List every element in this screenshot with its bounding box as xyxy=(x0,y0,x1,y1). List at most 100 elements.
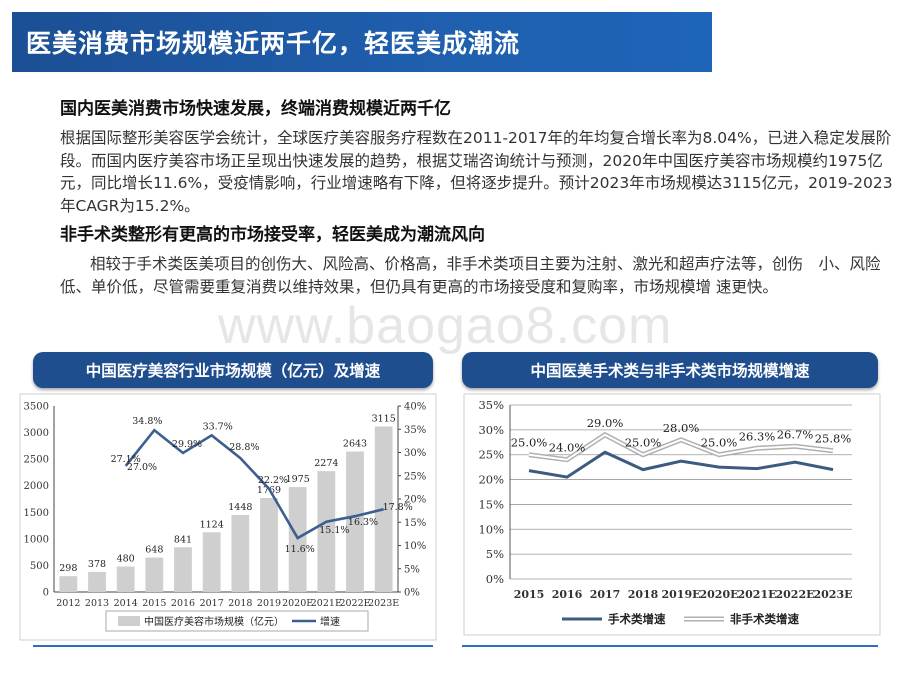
growth-label: 34.8% xyxy=(132,416,162,427)
y-tick-label: 30% xyxy=(478,423,504,437)
x-tick-label: 2017 xyxy=(590,588,621,601)
bar xyxy=(374,426,393,592)
right-tick-label: 0% xyxy=(404,588,420,599)
bar-value-label: 378 xyxy=(88,559,106,570)
right-tick-label: 10% xyxy=(404,541,426,552)
right-chart-svg: 0%5%10%15%20%25%30%35%2015 2016 2017 2018 20… xyxy=(463,393,881,636)
non-surgical-label: 28.0% xyxy=(663,421,700,435)
y-tick-label: 35% xyxy=(478,398,504,412)
x-tick-label: 2014 xyxy=(114,598,138,609)
growth-label: 11.6% xyxy=(285,544,315,555)
legend-surgical-label: 手术类增速 xyxy=(608,612,666,626)
x-tick-label: 2018 xyxy=(228,598,252,609)
section1-paragraph: 根据国际整形美容医学会统计，全球医疗美容服务疗程数在2011-2017年的年均复… xyxy=(60,129,893,215)
bar-value-label: 2643 xyxy=(343,439,367,450)
bar-value-label: 648 xyxy=(145,545,163,556)
x-tick-label: 2016 xyxy=(552,588,583,601)
x-tick-label: 2023E xyxy=(368,598,399,609)
x-tick-label: 2013 xyxy=(85,598,109,609)
y-tick-label: 5% xyxy=(486,547,504,561)
title-bar: 医美消费市场规模近两千亿，轻医美成潮流 xyxy=(12,12,712,72)
bar-value-label: 2274 xyxy=(314,458,338,469)
x-tick-label: 2021E xyxy=(738,588,777,601)
bar-value-label: 3115 xyxy=(372,413,396,424)
growth-extra-label: 27.0% xyxy=(127,462,157,473)
non-surgical-label: 25.8% xyxy=(815,432,852,446)
left-chart-title: 中国医疗美容行业市场规模（亿元）及增速 xyxy=(33,352,433,388)
bar-value-label: 1448 xyxy=(228,502,252,513)
bar xyxy=(116,566,135,592)
x-tick-label: 2015 xyxy=(514,588,545,601)
growth-label: 15.1% xyxy=(319,525,349,536)
left-tick-label: 500 xyxy=(30,561,49,572)
bar-value-label: 841 xyxy=(174,534,192,545)
growth-label: 27.1% xyxy=(111,454,141,465)
bar xyxy=(260,497,278,592)
left-tick-label: 2000 xyxy=(24,481,49,492)
right-tick-label: 25% xyxy=(404,471,426,482)
right-chart-title: 中国医美手术类与非手术类市场规模增速 xyxy=(462,352,878,388)
section2-paragraph: 相较于手术类医美项目的创伤大、风险高、价格高，非手术类项目主要为注射、激光和超声… xyxy=(60,255,881,296)
x-tick-label: 2022E xyxy=(776,588,815,601)
text-content: 国内医美消费市场快速发展，终端消费规模近两千亿 根据国际整形美容医学会统计，全球… xyxy=(60,97,898,304)
legend-bar-swatch xyxy=(118,616,140,626)
y-tick-label: 20% xyxy=(478,473,504,487)
non-surgical-label: 29.0% xyxy=(587,416,624,430)
section2-heading: 非手术类整形有更高的市场接受率，轻医美成为潮流风向 xyxy=(60,225,485,245)
x-tick-label: 2020E xyxy=(282,598,313,609)
x-tick-label: 2012 xyxy=(56,598,80,609)
x-tick-label: 2017 xyxy=(200,598,224,609)
left-tick-label: 2500 xyxy=(24,455,49,466)
bar-value-label: 298 xyxy=(59,563,77,574)
chart-frame xyxy=(19,393,437,641)
chart-frame xyxy=(463,393,881,636)
watermark: www.baogao8.com xyxy=(218,297,673,355)
left-bottom-line xyxy=(33,645,433,647)
bar xyxy=(145,557,164,592)
non-surgical-label: 25.0% xyxy=(625,436,662,450)
bar xyxy=(231,515,250,592)
left-tick-label: 3000 xyxy=(24,428,49,439)
bar xyxy=(88,571,106,592)
x-tick-label: 2019 xyxy=(257,598,281,609)
bar xyxy=(59,576,78,592)
non-surgical-line xyxy=(528,433,834,461)
right-tick-label: 40% xyxy=(404,402,426,413)
x-tick-label: 2015 xyxy=(142,598,166,609)
bar-value-label: 480 xyxy=(117,553,135,564)
x-tick-label: 2022E xyxy=(339,598,370,609)
growth-label: 33.7% xyxy=(203,421,233,432)
x-tick-label: 2020E xyxy=(700,588,739,601)
y-tick-label: 25% xyxy=(478,448,504,462)
non-surgical-label: 25.0% xyxy=(511,436,548,450)
growth-line xyxy=(124,428,384,540)
x-tick-label: 2023E xyxy=(814,588,853,601)
legend-line-label: 增速 xyxy=(320,615,340,628)
right-bottom-line xyxy=(462,645,878,647)
x-tick-label: 2018 xyxy=(628,588,659,601)
non-surgical-label: 24.0% xyxy=(549,441,586,455)
x-tick-label: 2016 xyxy=(171,598,195,609)
right-tick-label: 5% xyxy=(404,564,420,575)
left-chart: 0 500 1000 1500 2000 2500 3000 3500 0% 5% 10% 15% 20… xyxy=(18,392,438,642)
x-tick-label: 2019E xyxy=(662,588,701,601)
bar xyxy=(202,532,221,592)
bar xyxy=(346,451,364,592)
section1-heading: 国内医美消费市场快速发展，终端消费规模近两千亿 xyxy=(60,99,451,119)
growth-label: 16.3% xyxy=(348,517,378,528)
left-tick-label: 1500 xyxy=(24,508,49,519)
left-tick-label: 3500 xyxy=(24,402,49,413)
growth-label: 28.8% xyxy=(229,442,259,453)
growth-label: 17.8% xyxy=(383,502,413,513)
right-tick-label: 20% xyxy=(404,495,426,506)
right-tick-label: 15% xyxy=(404,518,426,529)
x-tick-label: 2021E xyxy=(311,598,342,609)
left-chart-svg: 0 500 1000 1500 2000 2500 3000 3500 0% 5% 10% 15% 20… xyxy=(19,393,437,641)
bar xyxy=(317,471,336,592)
legend-bar-label: 中国医疗美容市场规模（亿元） xyxy=(144,615,284,628)
non-surgical-label: 26.7% xyxy=(777,427,814,441)
left-tick-label: 0 xyxy=(43,588,49,599)
growth-label: 22.2% xyxy=(258,475,288,486)
page-title: 医美消费市场规模近两千亿，轻医美成潮流 xyxy=(26,29,521,58)
left-tick-label: 1000 xyxy=(24,534,49,545)
